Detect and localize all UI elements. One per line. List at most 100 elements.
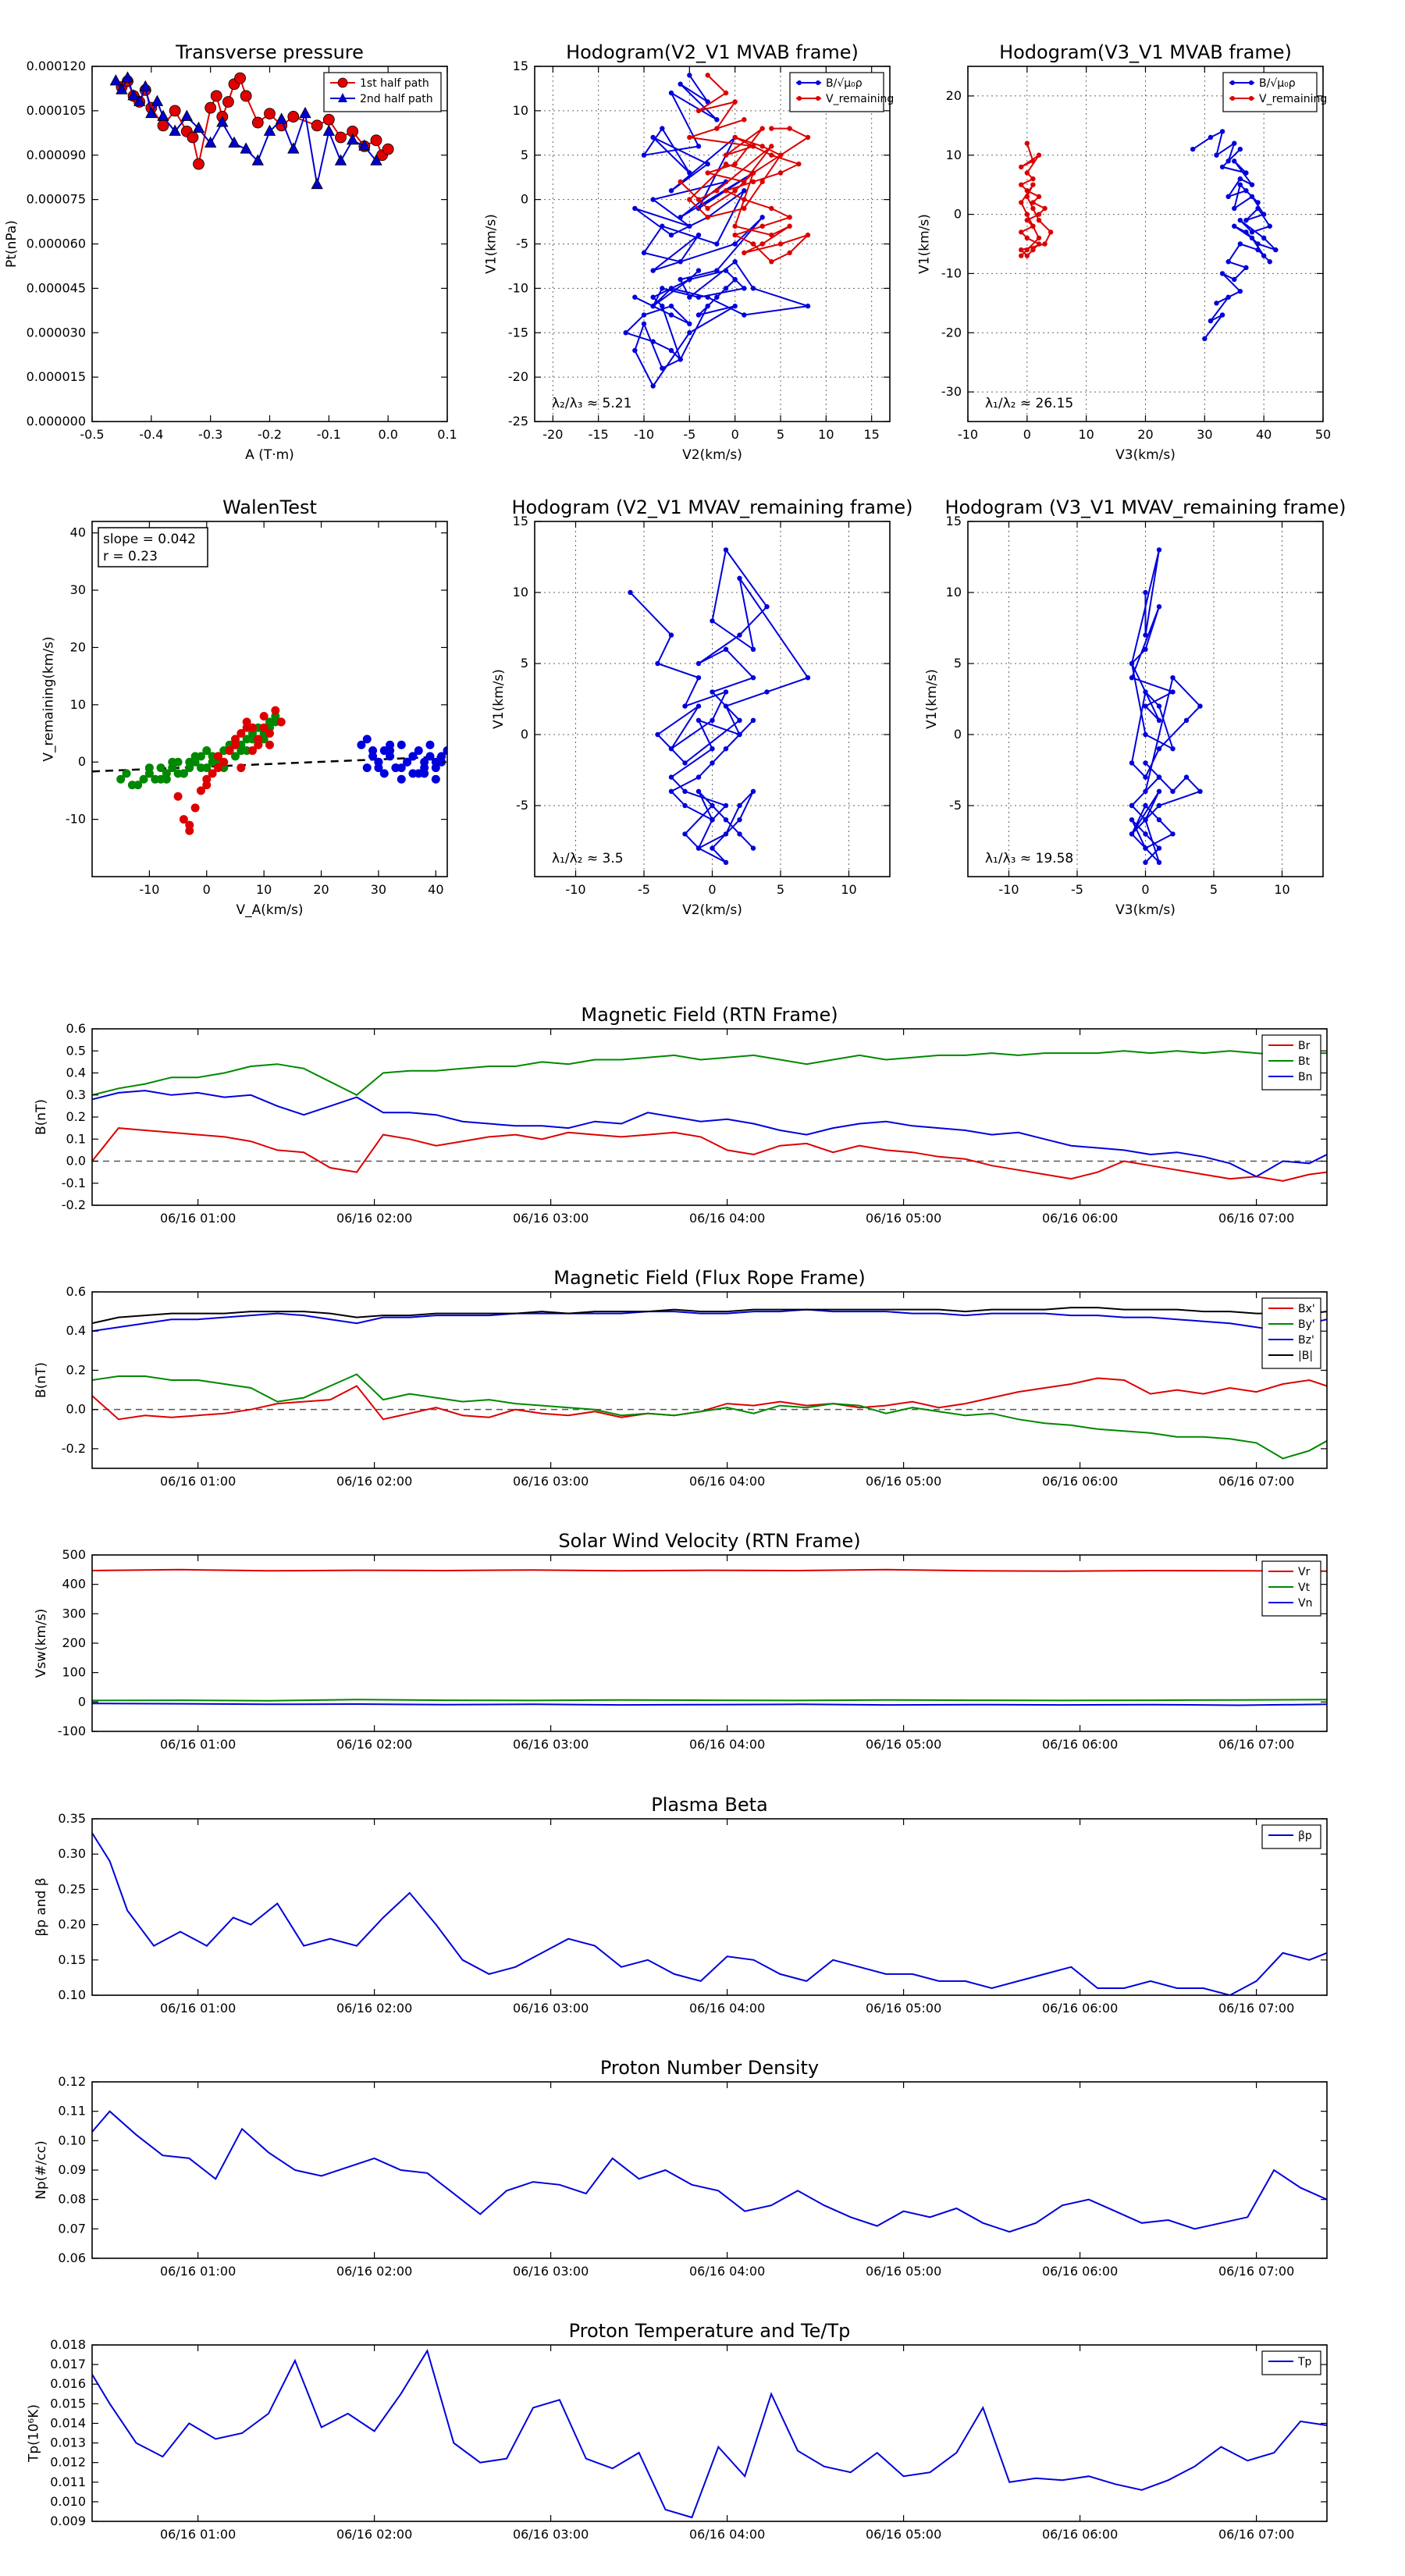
data-point (1042, 205, 1048, 212)
data-point (334, 154, 347, 165)
data-point (1042, 241, 1048, 247)
data-point (1232, 223, 1237, 229)
data-point (759, 179, 765, 185)
data-point (234, 72, 246, 84)
data-point (1255, 200, 1261, 205)
data-point (208, 769, 217, 778)
data-point (759, 223, 765, 229)
data-point (1129, 760, 1135, 766)
y-tick-label: 0.06 (58, 2250, 86, 2265)
y-tick-label: 0.15 (58, 1952, 86, 1967)
data-point (1232, 276, 1237, 283)
data-point (1156, 604, 1162, 610)
data-point (705, 215, 710, 220)
data-point (357, 740, 366, 749)
data-point (403, 757, 412, 767)
data-point (431, 774, 440, 784)
data-point (133, 94, 146, 106)
y-tick-label: -20 (941, 325, 962, 340)
data-point (397, 763, 406, 773)
data-point (358, 139, 371, 151)
axes-frame (534, 66, 891, 422)
y-tick-label: -5 (516, 237, 528, 251)
data-point (732, 303, 738, 309)
y-tick-label: 0.016 (50, 2376, 86, 2391)
y-axis-label: βp and β (34, 1877, 49, 1936)
data-point (1170, 831, 1176, 837)
annotation-box (98, 527, 208, 568)
x-tick-label: -10 (139, 882, 159, 897)
y-tick-label: 5 (954, 656, 962, 671)
y-tick-label: 0.000075 (27, 192, 86, 207)
data-point (787, 126, 792, 131)
data-point (144, 763, 154, 773)
x-tick-label: 06/16 03:00 (513, 1737, 589, 1752)
legend-box (1261, 1824, 1321, 1849)
x-tick-label: -0.1 (317, 427, 341, 442)
x-tick-label: 06/16 04:00 (689, 2001, 765, 2016)
data-point (1048, 229, 1054, 235)
data-point (263, 124, 276, 136)
data-point (1036, 152, 1042, 158)
x-tick-label: 5 (1210, 882, 1218, 897)
legend-marker (337, 77, 348, 88)
data-point (1036, 241, 1042, 247)
data-point (1225, 194, 1231, 200)
data-point (386, 746, 395, 756)
x-tick-label: 06/16 01:00 (160, 2001, 236, 2016)
plot-area (92, 1832, 1327, 1995)
data-point (714, 241, 720, 247)
series-line (629, 547, 809, 863)
legend-label: Bn (1298, 1071, 1312, 1083)
y-tick-label: 0.25 (58, 1881, 86, 1896)
legend-label: Tp (1297, 2356, 1312, 2368)
y-tick-label: 0.013 (50, 2435, 86, 2450)
data-point (1030, 247, 1036, 253)
y-tick-label: 0.017 (50, 2357, 86, 2371)
annotation-text: λ₁/λ₂ ≈ 3.5 (552, 851, 624, 866)
data-point (759, 215, 765, 220)
data-point (1156, 774, 1162, 780)
data-point (641, 250, 647, 256)
data-point (750, 717, 756, 723)
data-point (742, 312, 747, 318)
data-point (1237, 182, 1243, 187)
y-tick-label: 0.07 (58, 2221, 86, 2236)
data-point (1129, 660, 1135, 667)
x-tick-label: 06/16 07:00 (1218, 1737, 1294, 1752)
y-tick-label: 0.018 (50, 2337, 86, 2352)
data-point (1143, 817, 1148, 823)
data-point (678, 276, 683, 283)
data-point (695, 660, 702, 667)
data-point (196, 763, 205, 773)
x-tick-label: 0 (1023, 427, 1031, 442)
series-line (92, 1127, 1327, 1182)
y-tick-label: -10 (508, 280, 528, 295)
data-point (750, 286, 756, 291)
data-point (311, 177, 323, 190)
data-point (723, 547, 729, 553)
data-point (1156, 859, 1162, 866)
data-point (787, 223, 792, 229)
chart-title: Proton Temperature and Te/Tp (569, 2320, 851, 2342)
data-point (121, 71, 134, 83)
x-tick-label: 06/16 05:00 (866, 1211, 941, 1226)
y-tick-label: 0.08 (58, 2192, 86, 2207)
data-point (219, 757, 229, 767)
data-point (695, 675, 702, 681)
x-tick-label: 06/16 01:00 (160, 1474, 236, 1489)
data-point (1170, 675, 1176, 681)
data-point (237, 729, 246, 738)
data-point (1255, 247, 1261, 253)
data-point (750, 788, 756, 794)
legend-box (1222, 72, 1318, 112)
data-point (127, 781, 137, 790)
x-tick-label: 5 (777, 427, 784, 442)
y-axis-label: V1(km/s) (917, 214, 933, 274)
series-line (92, 2349, 1327, 2519)
x-tick-label: 06/16 01:00 (160, 2264, 236, 2279)
annotation-text: λ₂/λ₃ ≈ 5.21 (552, 396, 631, 411)
data-point (168, 757, 177, 767)
data-point (695, 703, 702, 709)
data-point (1143, 760, 1148, 766)
